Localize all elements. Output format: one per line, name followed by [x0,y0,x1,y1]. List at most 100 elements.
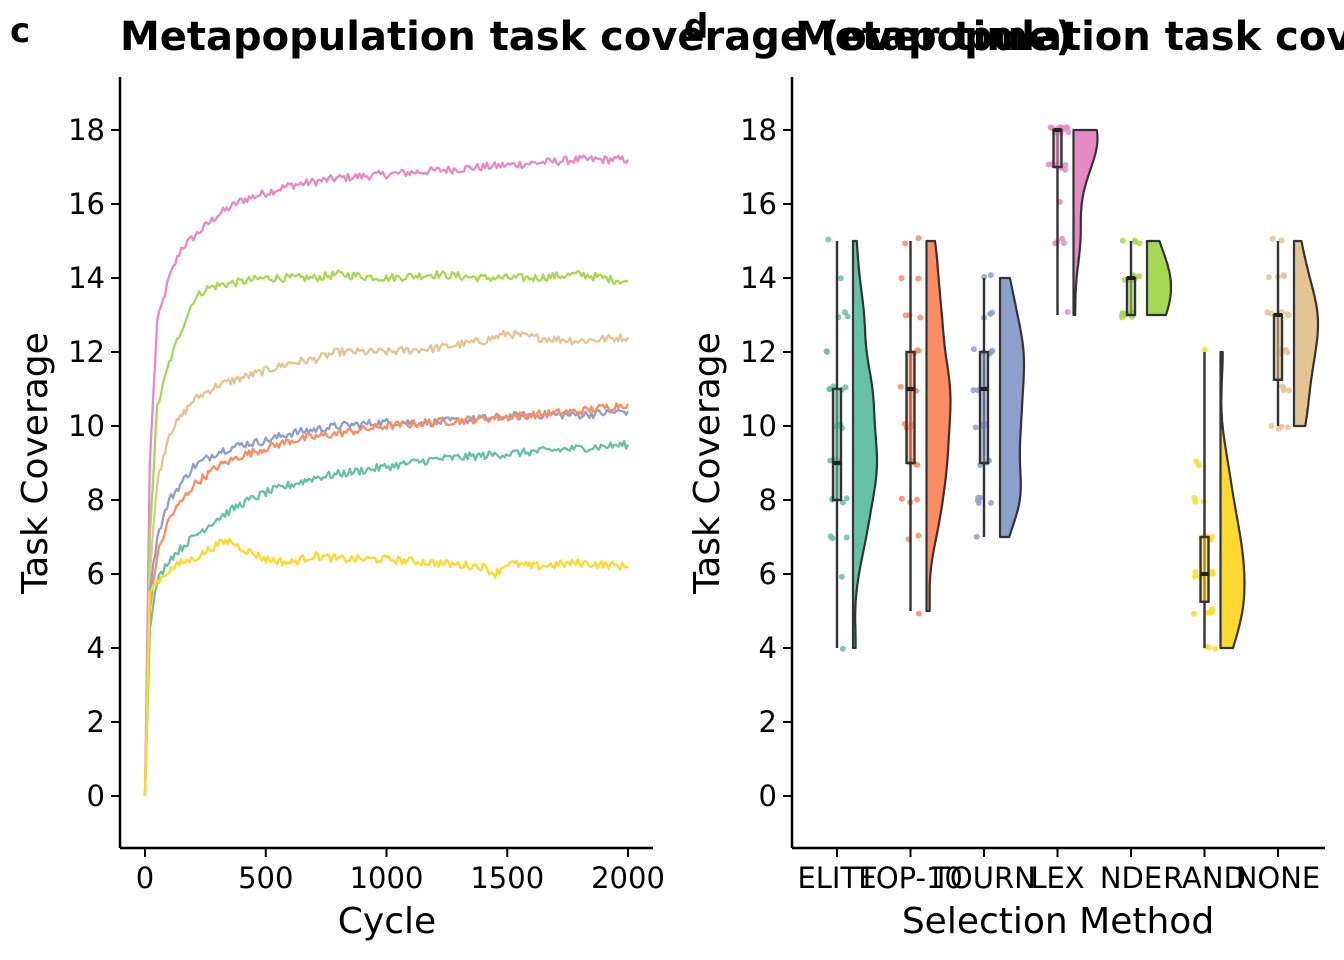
violin-rand [1219,350,1246,650]
category-label-none: NONE [1236,861,1321,895]
data-point-tourn [987,272,994,279]
data-point-elite [838,573,845,580]
data-point-rand [1212,645,1219,652]
data-point-top-10 [915,235,922,242]
data-point-lex [1060,240,1067,246]
category-label-top-10: TOP-10 [857,861,963,895]
category-label-elite: ELITE [797,861,876,895]
data-point-tourn [970,387,977,394]
violin-lex [1072,128,1099,317]
right-chart-title: Metapopulation task coverage (end) [795,14,1344,60]
data-point-rand [1208,533,1215,540]
series-line-elite [143,439,630,797]
right-y-tick-label: 14 [740,261,777,295]
data-point-lex [1064,309,1071,315]
left-y-tick-label: 8 [87,483,105,517]
data-point-nde [1131,237,1138,244]
data-point-top-10 [915,275,922,282]
data-point-rand [1209,570,1216,577]
right-y-tick-label: 16 [740,187,777,221]
violin-none [1292,239,1320,428]
left-x-tick-label: 0 [136,861,154,895]
right-y-tick-label: 2 [759,705,777,739]
data-point-nde [1136,273,1143,280]
data-point-none [1268,310,1274,317]
data-point-rand [1191,494,1198,501]
data-point-rand [1196,462,1202,469]
left-y-tick-label: 4 [87,631,105,665]
data-point-rand [1209,608,1216,615]
data-point-top-10 [917,314,924,321]
violin-nde [1145,239,1173,317]
data-point-nde [1119,310,1126,317]
left-x-tick-label: 500 [238,861,293,895]
right-y-tick-label: 12 [740,335,777,369]
data-point-elite [837,275,844,282]
left-y-tick-label: 0 [87,779,105,813]
series-line-lex [143,154,629,797]
data-point-nde [1136,240,1143,247]
data-point-elite [844,313,851,320]
data-point-none [1278,423,1285,430]
data-point-rand [1191,610,1198,617]
data-point-none [1279,383,1286,390]
data-point-tourn [981,274,988,280]
left-panel: c Metapopulation task coverage (over tim… [10,11,1073,942]
left-y-axis-label: Task Coverage [15,332,56,595]
data-point-elite [827,533,834,540]
right-y-tick-label: 10 [740,409,777,443]
violin-tourn [998,276,1026,539]
right-y-tick-label: 0 [759,779,777,813]
data-point-lex [1047,124,1054,131]
category-label-lex: LEX [1030,861,1084,895]
data-point-rand [1201,346,1208,353]
data-point-top-10 [897,383,904,390]
panel-letter-d: d [684,7,708,47]
data-point-none [1285,387,1292,394]
data-point-none [1284,424,1291,431]
data-point-none [1282,347,1289,353]
data-point-nde [1119,237,1126,244]
left-y-tick-label: 16 [68,187,105,221]
data-point-elite [826,385,833,392]
data-point-tourn [972,424,979,431]
box-tourn [978,350,990,465]
category-label-rand: RAND [1163,861,1246,895]
category-label-nde: NDE [1100,861,1162,895]
data-point-none [1269,235,1276,242]
panel-letter-c: c [10,11,30,51]
data-point-top-10 [915,347,922,354]
data-point-rand [1192,573,1199,580]
right-y-tick-label: 4 [759,631,777,665]
data-point-tourn [973,533,980,540]
data-point-top-10 [898,495,905,502]
violin-top-10 [925,239,952,613]
data-point-elite [843,534,850,541]
series-line-top-10 [143,402,630,797]
data-point-tourn [989,347,996,354]
left-x-axis-label: Cycle [338,901,436,942]
violin-elite [851,239,879,650]
right-x-axis-label: Selection Method [902,901,1214,942]
data-point-lex [1065,129,1072,136]
data-point-none [1280,272,1287,279]
data-point-top-10 [914,462,921,468]
data-point-tourn [987,311,994,317]
data-point-lex [1063,124,1069,131]
left-y-tick-label: 6 [87,557,105,591]
data-point-top-10 [902,312,909,319]
right-y-tick-label: 8 [759,483,777,517]
data-point-none [1265,274,1272,281]
left-x-tick-label: 1000 [350,861,424,895]
box-rand [1199,535,1210,603]
data-point-elite [825,236,832,243]
data-point-elite [843,495,850,502]
data-point-tourn [987,499,994,506]
left-y-tick-label: 12 [68,335,105,369]
box-nde [1125,276,1137,317]
data-point-none [1268,423,1275,429]
left-x-tick-label: 2000 [591,861,665,895]
